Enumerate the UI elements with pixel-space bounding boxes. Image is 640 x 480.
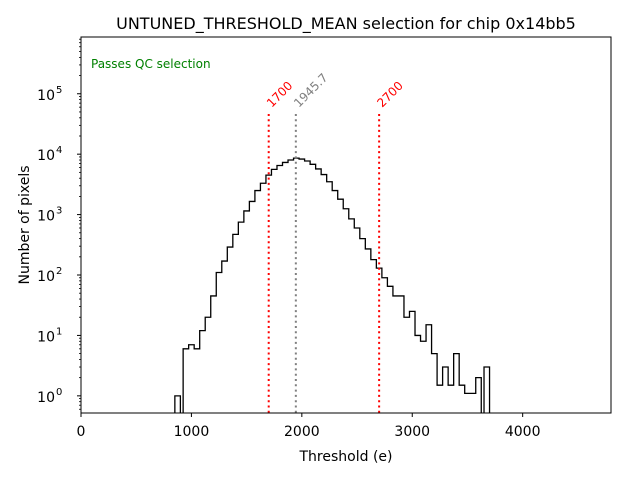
histogram-bin <box>238 222 244 413</box>
histogram-bin <box>222 261 228 413</box>
histogram-bin <box>200 331 206 413</box>
histogram-bin <box>310 164 316 413</box>
histogram-bin <box>465 393 471 413</box>
y-tick-label: 10 <box>37 88 55 104</box>
x-tick-label: 2000 <box>284 424 320 440</box>
histogram-bin <box>476 378 482 413</box>
histogram-bin <box>484 367 490 413</box>
qc-status-annotation: Passes QC selection <box>91 57 211 71</box>
histogram-bin <box>443 367 449 413</box>
x-tick-label: 1000 <box>174 424 210 440</box>
histogram-bin <box>277 165 283 413</box>
histogram-bin <box>343 209 349 413</box>
histogram-bin <box>454 354 460 413</box>
histogram-bin <box>189 345 195 413</box>
histogram-bin <box>409 311 415 413</box>
histogram-bin <box>404 317 410 413</box>
x-tick-label: 0 <box>77 424 86 440</box>
y-tick-exponent: 2 <box>56 266 62 277</box>
histogram-bin <box>321 175 327 413</box>
y-tick-exponent: 5 <box>56 85 62 96</box>
histogram-bin <box>470 393 476 413</box>
chart-title: UNTUNED_THRESHOLD_MEAN selection for chi… <box>116 14 576 34</box>
histogram-bin <box>398 296 404 413</box>
histogram-bin <box>365 249 371 413</box>
histogram-bin <box>255 191 261 413</box>
histogram-bin <box>183 349 189 413</box>
histogram-bin <box>233 234 239 413</box>
x-axis-label: Threshold (e) <box>299 449 393 465</box>
histogram-bin <box>283 162 289 413</box>
y-tick-exponent: 3 <box>56 206 62 217</box>
histogram-bin <box>448 385 454 413</box>
histogram-bin <box>299 159 305 413</box>
histogram-bin <box>387 286 393 413</box>
histogram-bin <box>194 349 200 413</box>
histogram-bin <box>371 260 377 413</box>
histogram-bin <box>216 273 222 413</box>
plot-clip-group <box>174 114 491 413</box>
histogram-bin <box>244 211 250 413</box>
histogram-bin <box>421 341 427 413</box>
y-tick-label: 10 <box>37 148 55 164</box>
histogram-bin <box>432 354 438 413</box>
y-tick-label: 10 <box>37 269 55 285</box>
y-tick-exponent: 1 <box>56 326 62 337</box>
histogram-bin <box>459 385 465 413</box>
histogram-bin <box>338 199 344 413</box>
histogram-bin <box>354 228 360 413</box>
y-tick-label: 10 <box>37 329 55 345</box>
histogram-bin <box>327 182 333 413</box>
histogram-outline <box>174 157 491 413</box>
histogram-bin <box>271 169 277 413</box>
histogram-bin <box>205 317 211 413</box>
histogram-bin <box>305 161 311 413</box>
y-tick-exponent: 0 <box>56 387 62 398</box>
y-tick-exponent: 4 <box>56 145 62 156</box>
y-tick-label: 10 <box>37 209 55 225</box>
histogram-bin <box>288 160 294 413</box>
y-tick-label: 10 <box>37 390 55 406</box>
histogram-bin <box>360 239 366 413</box>
histogram-bin <box>437 385 443 413</box>
histogram-bin <box>349 219 355 413</box>
histogram-bin <box>175 396 181 413</box>
y-axis-label: Number of pixels <box>17 165 33 284</box>
histogram-bin <box>415 335 421 413</box>
histogram-bin <box>260 183 266 413</box>
histogram-bin <box>211 296 217 413</box>
histogram-bin <box>426 325 432 413</box>
x-tick-label: 3000 <box>394 424 430 440</box>
histogram-bin <box>316 169 322 413</box>
x-tick-label: 4000 <box>505 424 541 440</box>
histogram-bin <box>393 296 399 413</box>
axes-frame <box>80 36 612 414</box>
histogram-bin <box>227 247 233 413</box>
histogram-bin <box>332 191 338 413</box>
histogram-bin <box>382 278 388 413</box>
histogram-bin <box>249 201 255 413</box>
